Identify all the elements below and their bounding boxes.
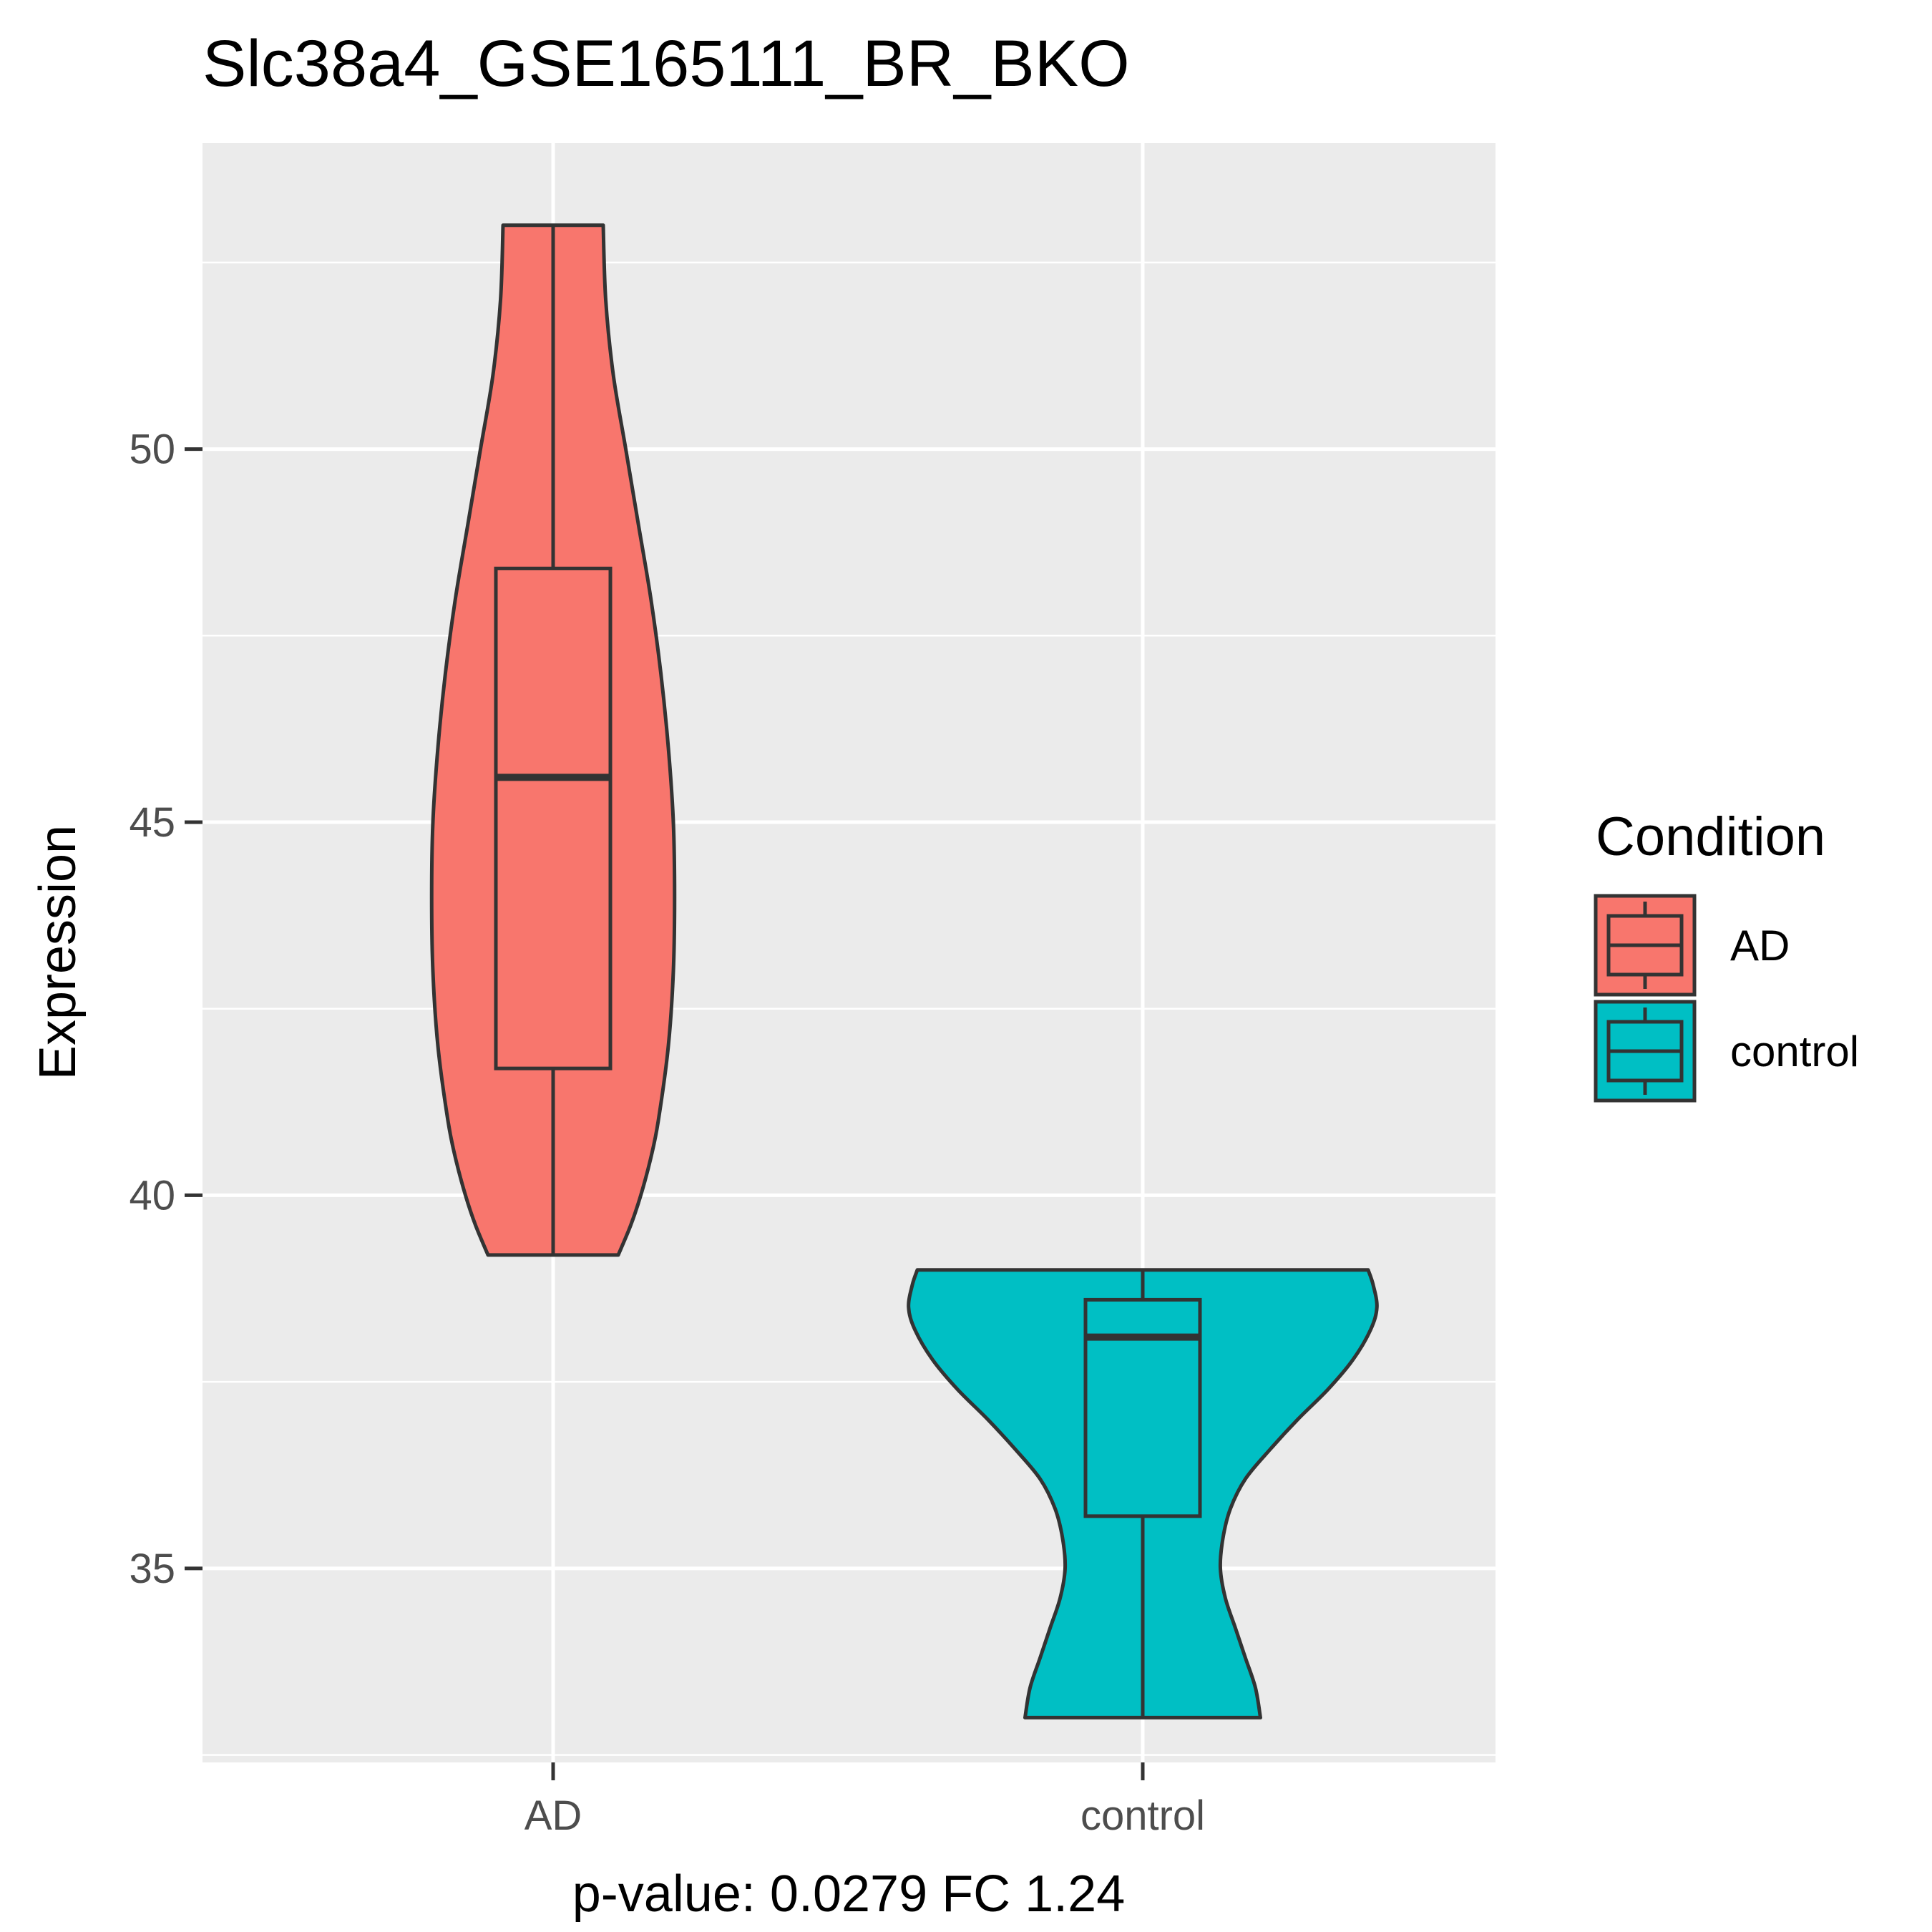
- y-tick-label: 45: [129, 799, 175, 846]
- x-tick-label: AD: [525, 1792, 582, 1839]
- y-axis-title: Expression: [29, 825, 87, 1080]
- x-tick-label: control: [1080, 1792, 1205, 1839]
- box-control: [1083, 1297, 1202, 1518]
- legend-label: AD: [1730, 922, 1790, 970]
- y-axis: 35 40 45 50: [129, 426, 203, 1592]
- chart-title: Slc38a4_GSE165111_BR_BKO: [203, 27, 1130, 100]
- boxplots: [494, 225, 1202, 1718]
- y-tick-label: 50: [129, 426, 175, 473]
- legend-key-AD: AD: [1594, 894, 1790, 997]
- legend-key-control: control: [1594, 1000, 1859, 1103]
- box-AD: [494, 566, 613, 1070]
- x-axis-title: p-value: 0.0279 FC 1.24: [572, 1865, 1126, 1923]
- y-tick-label: 35: [129, 1546, 175, 1592]
- legend-title: Condition: [1596, 806, 1825, 867]
- legend-label: control: [1730, 1028, 1859, 1075]
- y-tick-label: 40: [129, 1172, 175, 1219]
- legend: Condition AD control: [1594, 806, 1859, 1103]
- x-axis: AD control: [525, 1762, 1205, 1839]
- gridlines: [203, 143, 1496, 1762]
- plot-panel: [203, 143, 1496, 1762]
